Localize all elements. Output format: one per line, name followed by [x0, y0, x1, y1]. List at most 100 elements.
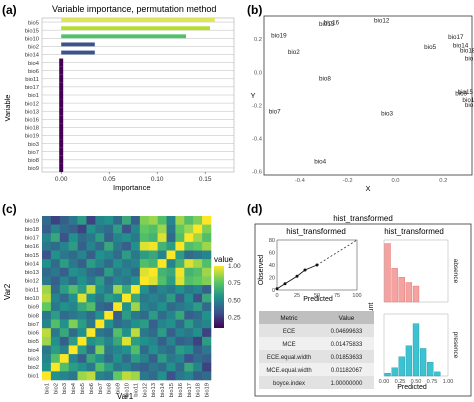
heatmap-cell-bio13-bio16 — [175, 267, 185, 277]
heatmap-cell-bio11-bio4 — [68, 285, 78, 294]
heatmap-cell-bio19-bio16 — [175, 216, 185, 225]
ordination-ytick-label-1: 0.0 — [254, 70, 262, 76]
heatmap-cell-bio2-bio8 — [104, 362, 114, 372]
heatmap-cell-bio3-bio15 — [166, 354, 176, 364]
heatmap-cell-bio13-bio9 — [113, 267, 123, 277]
heatmap-cell-bio5-bio15 — [166, 336, 176, 346]
ordination-ytick-label-0: 0.2 — [254, 37, 262, 43]
heatmap-cell-bio13-bio2 — [50, 267, 61, 277]
heatmap-cell-bio7-bio14 — [157, 319, 167, 329]
heatmap-cell-bio18-bio6 — [86, 224, 96, 234]
heatmap-cell-bio10-bio4 — [68, 293, 78, 303]
heatmap-cell-bio4-bio3 — [59, 345, 69, 355]
ordination-ytick-label-2: -0.2 — [252, 103, 262, 109]
calibration-ytick-label-2: 40 — [269, 263, 275, 269]
heatmap-cell-bio1-bio13 — [148, 371, 158, 381]
heatmap-cell-bio3-bio8 — [104, 354, 114, 364]
heatmap-cell-bio1-bio14 — [157, 371, 167, 381]
heatmap-cell-bio14-bio1 — [42, 259, 52, 269]
heatmap-cell-bio17-bio5 — [77, 233, 87, 243]
heatmap-cell-bio8-bio11 — [130, 310, 141, 320]
heatmap-cell-bio6-bio14 — [157, 328, 167, 338]
heatmap-cell-bio4-bio4 — [68, 345, 78, 355]
importance-bar-bio9 — [59, 163, 64, 172]
metrics-cell-value-mce: 0.01475833 — [331, 342, 363, 348]
heatmap-xlabel-bio5: bio5 — [80, 383, 86, 394]
heatmap-cell-bio6-bio5 — [77, 328, 87, 338]
heatmap-cell-bio11-bio14 — [157, 285, 167, 294]
heatmap-cell-bio3-bio17 — [184, 354, 194, 364]
heatmap-cell-bio18-bio19 — [202, 224, 212, 234]
importance-label-bio1: bio1 — [28, 93, 39, 99]
heatmap-cell-bio18-bio18 — [193, 224, 203, 234]
heatmap-cell-bio13-bio3 — [59, 267, 69, 277]
importance-label-bio18: bio18 — [25, 126, 39, 132]
heatmap-cell-bio13-bio15 — [166, 267, 176, 277]
heatmap-cell-bio18-bio15 — [166, 224, 176, 234]
heatmap-cell-bio15-bio9 — [113, 250, 123, 260]
calibration-xtick-label-1: 25 — [294, 293, 300, 299]
histogram-xtick-label-4: 1.00 — [443, 379, 454, 385]
heatmap-cell-bio13-bio17 — [184, 267, 194, 277]
heatmap-cell-bio11-bio12 — [139, 285, 150, 294]
heatmap-cell-bio3-bio12 — [139, 354, 150, 364]
heatmap-cell-bio1-bio6 — [86, 371, 96, 381]
heatmap-cell-bio15-bio6 — [86, 250, 96, 260]
heatmap-cell-bio7-bio9 — [113, 319, 123, 329]
heatmap-cell-bio8-bio12 — [139, 310, 150, 320]
heatmap-cell-bio18-bio8 — [104, 224, 114, 234]
heatmap-cell-bio17-bio14 — [157, 233, 167, 243]
calibration-point-3 — [303, 268, 307, 272]
ordination-point-bio1: bio1 — [465, 56, 474, 63]
heatmap-cell-bio2-bio6 — [86, 362, 96, 372]
heatmap-cell-bio2-bio11 — [130, 362, 141, 372]
heatmap-cell-bio4-bio8 — [104, 345, 114, 355]
heatmap-legend-tick-1: 0.75 — [228, 280, 241, 287]
heatmap-ylabel-bio4: bio4 — [28, 348, 40, 354]
heatmap-cell-bio17-bio19 — [202, 233, 212, 243]
heatmap-cell-bio10-bio2 — [50, 293, 61, 303]
importance-label-bio14: bio14 — [25, 53, 40, 59]
heatmap-cell-bio13-bio13 — [148, 267, 158, 277]
heatmap-cell-bio9-bio9 — [113, 302, 123, 312]
heatmap-cell-bio3-bio16 — [175, 354, 185, 364]
heatmap-cell-bio7-bio19 — [202, 319, 212, 329]
heatmap-cell-bio12-bio19 — [202, 276, 212, 286]
heatmap-cell-bio13-bio12 — [139, 267, 150, 277]
heatmap-cell-bio16-bio2 — [50, 241, 61, 251]
heatmap-cell-bio2-bio4 — [68, 362, 78, 372]
heatmap-cell-bio2-bio7 — [95, 362, 105, 372]
heatmap-cell-bio2-bio14 — [157, 362, 167, 372]
heatmap-cell-bio11-bio13 — [148, 285, 158, 294]
heatmap-ylabel-bio9: bio9 — [28, 305, 39, 311]
heatmap-cell-bio5-bio6 — [86, 336, 96, 346]
importance-chart: Variable importance, permutation method … — [3, 4, 235, 192]
importance-label-bio13: bio13 — [25, 109, 39, 115]
heatmap-cell-bio6-bio16 — [175, 328, 185, 338]
heatmap-cell-bio9-bio19 — [202, 302, 212, 312]
heatmap-cell-bio4-bio6 — [86, 345, 96, 355]
heatmap-cell-bio14-bio18 — [193, 259, 203, 269]
metrics-header-row — [259, 311, 374, 324]
heatmap-xlabel-bio12: bio12 — [142, 383, 148, 397]
calibration-panel: hist_transformed hist_transformed hist_t… — [254, 214, 472, 397]
heatmap-y-label: Var2 — [3, 283, 12, 300]
heatmap-xlabel-bio4: bio4 — [71, 382, 77, 394]
ordination-point-bio12: bio12 — [374, 18, 390, 25]
heatmap-cell-bio16-bio7 — [95, 241, 105, 251]
importance-label-bio16: bio16 — [25, 118, 39, 124]
heatmap-cell-bio7-bio16 — [175, 319, 185, 329]
metrics-cell-metric-ece: ECE — [283, 329, 295, 335]
calibration-xtick-label-0: 0 — [275, 293, 278, 299]
metrics-cell-metric-mce-equal-width: MCE.equal.width — [266, 368, 311, 374]
importance-bar-bio15 — [61, 26, 211, 31]
histogram-strip-absence — [449, 240, 459, 302]
heatmap-cell-bio4-bio5 — [77, 345, 87, 355]
heatmap-cell-bio3-bio10 — [122, 354, 132, 364]
heatmap-xlabel-bio6: bio6 — [89, 383, 95, 394]
heatmap-cell-bio17-bio9 — [113, 233, 123, 243]
heatmap-cell-bio6-bio12 — [139, 328, 150, 338]
importance-label-bio2: bio2 — [28, 45, 39, 51]
heatmap-cell-bio19-bio6 — [86, 216, 96, 225]
heatmap-cell-bio16-bio18 — [193, 241, 203, 251]
